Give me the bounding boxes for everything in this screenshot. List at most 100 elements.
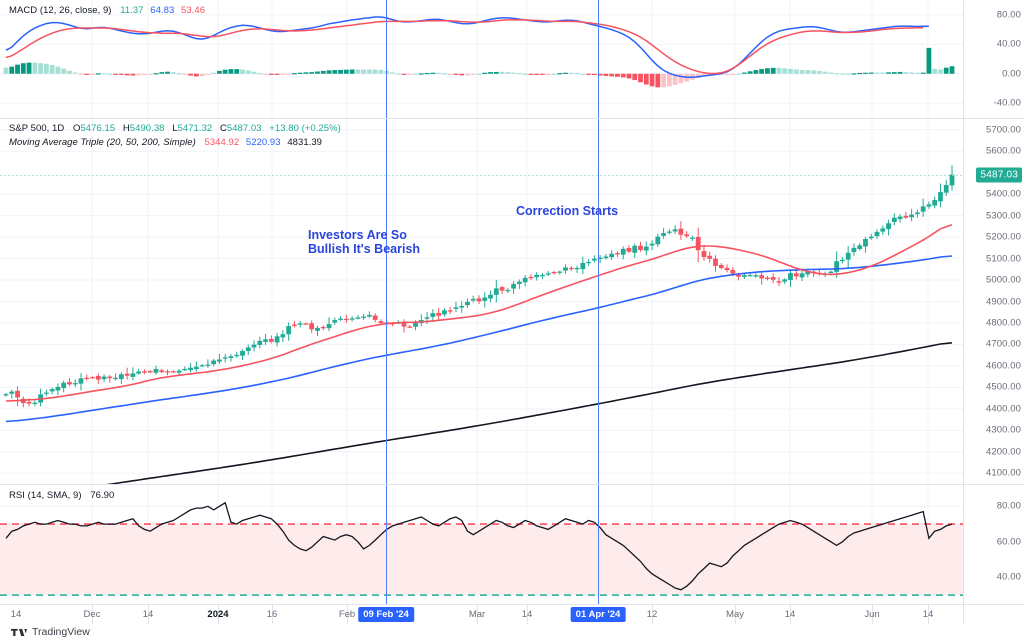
time-axis-tick: Feb [338, 609, 356, 620]
time-axis-gridline [92, 605, 93, 624]
vertical-marker-line[interactable] [386, 119, 387, 484]
rsi-legend-title: RSI (14, SMA, 9) [9, 490, 82, 501]
time-axis-tick: 14 [521, 609, 533, 620]
time-axis-tick: 12 [646, 609, 658, 620]
price-panel: 5700.00 5600.00 5400.00 5300.00 5200.00 5100.… [0, 119, 1024, 484]
time-axis-tick: May [726, 609, 744, 620]
macd-panel: 80.00 40.00 0.00 -40.00 MACD (12, 26, close… [0, 0, 1024, 118]
ma200-value: 4831.39 [287, 137, 323, 148]
rsi-panel: 80.00 60.00 40.00 RSI (14, SMA, 9) 76.90 [0, 485, 1024, 604]
ma20-value: 5344.92 [204, 137, 240, 148]
vertical-marker-line[interactable] [386, 485, 387, 604]
macd-legend[interactable]: MACD (12, 26, close, 9) 11.37 64.83 53.4… [9, 5, 205, 17]
macd-legend-title: MACD (12, 26, close, 9) [9, 5, 112, 16]
annotation-correction-starts-line1: Correction Starts [516, 204, 619, 218]
tradingview-wordmark: TradingView [32, 626, 90, 638]
tradingview-watermark: TradingView [11, 626, 90, 638]
macd-price-axis[interactable]: 80.00 40.00 0.00 -40.00 [963, 0, 1024, 118]
annotation-bullish-bearish: Investors Are So Bullish It's Bearish [308, 228, 420, 256]
rsi-svg [0, 485, 963, 604]
time-axis-gridline [790, 605, 791, 624]
price-axis-tick: 4300.00 [985, 424, 1021, 436]
price-axis-tick: 5700.00 [985, 124, 1021, 136]
ohlc-h-key: H [122, 123, 130, 134]
annotation-correction-starts: Correction Starts [516, 204, 618, 218]
rsi-legend[interactable]: RSI (14, SMA, 9) 76.90 [9, 490, 114, 502]
price-axis-tick: 4700.00 [985, 338, 1021, 350]
time-axis-marker-label[interactable]: 01 Apr '24 [570, 607, 626, 622]
time-axis-gridline [347, 605, 348, 624]
price-axis-tick: 5100.00 [985, 253, 1021, 265]
ma200-line [106, 342, 953, 484]
time-axis[interactable]: 14 Dec 14 2024 16 Feb 09 Feb '24 Mar 14 01 Apr '2… [0, 604, 1024, 624]
price-axis-tick: 4600.00 [985, 360, 1021, 372]
macd-axis-tick: 80.00 [996, 9, 1021, 21]
time-axis-gridline [218, 605, 219, 624]
price-legend[interactable]: S&P 500, 1D O5476.15 H5490.38 L5471.32 C… [9, 123, 341, 149]
price-axis-tick: 4400.00 [985, 403, 1021, 415]
time-axis-gridline [477, 605, 478, 624]
time-axis-gridline [872, 605, 873, 624]
time-axis-gridline [928, 605, 929, 624]
ohlc-close: 5487.03 [226, 123, 262, 134]
time-axis-tick: 2024 [207, 609, 229, 620]
macd-plot-area[interactable] [0, 0, 963, 118]
price-plot-area[interactable] [0, 119, 963, 484]
rsi-axis-tick: 40.00 [996, 571, 1021, 583]
macd-value-hist: 11.37 [120, 5, 144, 16]
tradingview-logo-icon [11, 627, 27, 638]
price-svg [0, 119, 963, 484]
rsi-plot-area[interactable] [0, 485, 963, 604]
price-axis-tick: 5400.00 [985, 188, 1021, 200]
time-axis-tick: Dec [83, 609, 101, 620]
time-axis-gridline [272, 605, 273, 624]
time-axis-tick: 14 [142, 609, 154, 620]
ma20-line [5, 223, 953, 402]
time-axis-gridline [148, 605, 149, 624]
ohlc-low: 5471.32 [177, 123, 213, 134]
price-axis-tick: 5600.00 [985, 145, 1021, 157]
panel-divider-macd-price [0, 118, 1024, 119]
panel-divider-price-rsi [0, 484, 1024, 485]
vertical-marker-line[interactable] [386, 0, 387, 118]
rsi-axis-tick: 80.00 [996, 500, 1021, 512]
ohlc-open: 5476.15 [80, 123, 116, 134]
macd-svg [0, 0, 963, 118]
vertical-marker-line[interactable] [598, 485, 599, 604]
time-axis-tick: 14 [10, 609, 22, 620]
price-axis-tick: 5300.00 [985, 210, 1021, 222]
vertical-marker-line[interactable] [598, 0, 599, 118]
ohlc-c-key: C [219, 123, 227, 134]
time-axis-gridline [963, 605, 964, 624]
rsi-line [5, 501, 953, 591]
price-axis-tick: 4800.00 [985, 317, 1021, 329]
rsi-axis-tick: 60.00 [996, 536, 1021, 548]
macd-axis-tick: -40.00 [993, 97, 1021, 109]
time-axis-tick: 16 [266, 609, 278, 620]
macd-value-macd: 64.83 [150, 5, 175, 16]
time-axis-gridline [735, 605, 736, 624]
price-axis-tick: 4200.00 [985, 446, 1021, 458]
ohlc-l-key: L [172, 123, 178, 134]
rsi-axis[interactable]: 80.00 60.00 40.00 [963, 485, 1024, 604]
price-change: +13.80 (+0.25%) [269, 123, 341, 134]
ohlc-o-key: O [73, 123, 81, 134]
price-axis-tick: 5200.00 [985, 231, 1021, 243]
time-axis-marker-label[interactable]: 09 Feb '24 [358, 607, 414, 622]
vertical-marker-line[interactable] [598, 119, 599, 484]
time-axis-tick: Jun [864, 609, 880, 620]
time-axis-tick: Mar [468, 609, 486, 620]
time-axis-gridline [652, 605, 653, 624]
rsi-value: 76.90 [90, 490, 115, 501]
price-axis-tick: 4900.00 [985, 296, 1021, 307]
symbol-label: S&P 500, 1D [9, 123, 65, 134]
price-axis[interactable]: 5700.00 5600.00 5400.00 5300.00 5200.00 5100.… [963, 119, 1024, 484]
last-price-badge[interactable]: 5487.03 [976, 167, 1022, 183]
ma50-value: 5220.93 [245, 137, 281, 148]
ma50-line [5, 255, 953, 423]
time-axis-tick: 14 [922, 609, 934, 620]
annotation-bullish-bearish-line2: Bullish It's Bearish [308, 242, 421, 256]
ma-legend-title: Moving Average Triple (20, 50, 200, Simp… [9, 137, 196, 148]
macd-value-signal: 53.46 [181, 5, 206, 16]
price-axis-tick: 4500.00 [985, 381, 1021, 393]
